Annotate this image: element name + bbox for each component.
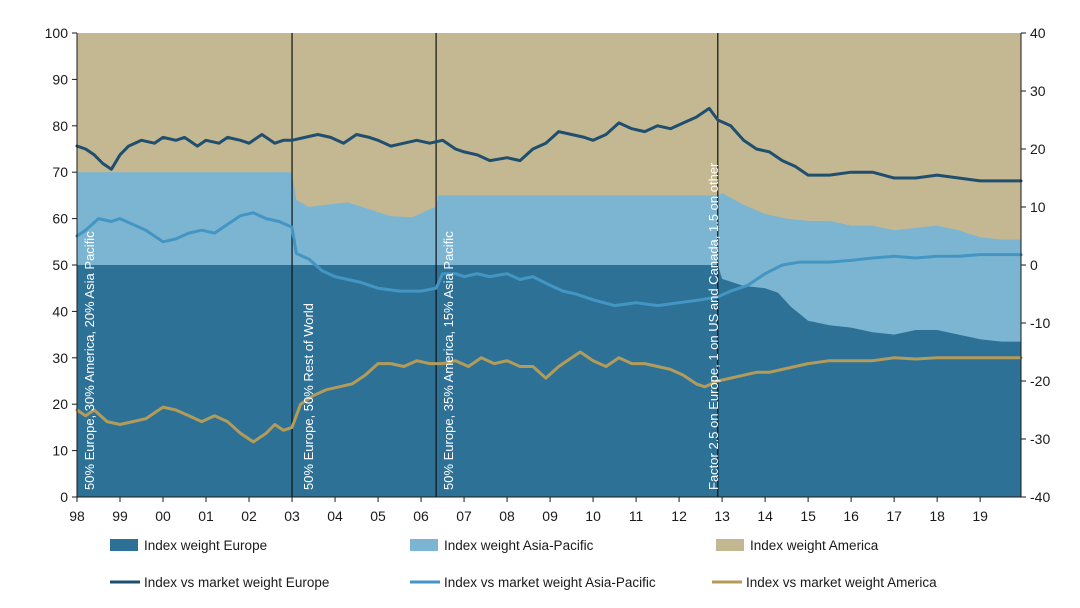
- legend-swatch-america-area: [716, 539, 744, 551]
- y-left-tick-label: 40: [52, 303, 68, 319]
- regime-label-4: Factor 2.5 on Europe, 1 on US and Canada…: [706, 162, 721, 490]
- y-right-tick-label: 10: [1030, 199, 1046, 215]
- y-left-tick-label: 70: [52, 164, 68, 180]
- x-tick-label: 10: [585, 508, 601, 524]
- x-tick-label: 14: [757, 508, 773, 524]
- legend-label-europe-line: Index vs market weight Europe: [144, 575, 329, 590]
- x-tick-label: 13: [714, 508, 730, 524]
- x-tick-label: 06: [413, 508, 429, 524]
- x-tick-label: 09: [542, 508, 558, 524]
- legend-label-asia-area: Index weight Asia-Pacific: [444, 538, 594, 553]
- y-left-tick-label: 90: [52, 71, 68, 87]
- y-right-tick-label: 30: [1030, 83, 1046, 99]
- line-europe: [75, 106, 1023, 183]
- x-tick-label: 00: [155, 508, 171, 524]
- legend: Index weight Europe Index weight Asia-Pa…: [110, 538, 937, 590]
- y-right-tick-label: -40: [1030, 489, 1050, 505]
- x-tick-label: 17: [886, 508, 902, 524]
- legend-label-asia-line: Index vs market weight Asia-Pacific: [444, 575, 656, 590]
- x-tick-label: 03: [284, 508, 300, 524]
- regime-label-3: 50% Europe, 35% America, 15% Asia Pacifi…: [441, 231, 456, 490]
- x-tick-label: 99: [112, 508, 128, 524]
- y-left-tick-label: 10: [52, 443, 68, 459]
- regime-label-1: 50% Europe, 30% America, 20% Asia Pacifi…: [82, 231, 97, 490]
- y-left-tick-label: 0: [60, 489, 68, 505]
- x-tick-label: 01: [198, 508, 214, 524]
- y-left-tick-label: 30: [52, 350, 68, 366]
- x-tick-label: 12: [671, 508, 687, 524]
- x-tick-label: 19: [972, 508, 988, 524]
- area-europe: [77, 265, 1021, 497]
- y-right-tick-label: -20: [1030, 373, 1050, 389]
- y-right-tick-label: -30: [1030, 431, 1050, 447]
- y-left-tick-label: 60: [52, 211, 68, 227]
- x-tick-label: 16: [843, 508, 859, 524]
- x-tick-label: 07: [456, 508, 472, 524]
- legend-swatch-europe-area: [110, 539, 138, 551]
- x-tick-label: 11: [629, 508, 644, 524]
- y-left-tick-label: 100: [45, 25, 69, 41]
- regime-label-2: 50% Europe, 50% Rest of World: [301, 303, 316, 490]
- y-left-tick-label: 20: [52, 396, 68, 412]
- x-tick-label: 15: [800, 508, 816, 524]
- x-tick-label: 04: [327, 508, 343, 524]
- y-right-tick-label: 20: [1030, 141, 1046, 157]
- y-left-tick-label: 50: [52, 257, 68, 273]
- area-series-group: [77, 33, 1021, 497]
- legend-label-america-area: Index weight America: [750, 538, 879, 553]
- x-tick-label: 05: [370, 508, 386, 524]
- y-right-tick-label: 0: [1030, 257, 1038, 273]
- legend-label-europe-area: Index weight Europe: [144, 538, 267, 553]
- line-asia-pacific: [75, 211, 1023, 308]
- y-right-tick-label: 40: [1030, 25, 1046, 41]
- x-tick-label: 02: [241, 508, 257, 524]
- line-series-group: [75, 106, 1023, 444]
- axes-group: 0102030405060708090100-40-30-20-10010203…: [45, 25, 1051, 524]
- y-left-tick-label: 80: [52, 118, 68, 134]
- legend-label-america-line: Index vs market weight America: [746, 575, 937, 590]
- legend-swatch-asia-area: [410, 539, 438, 551]
- y-right-tick-label: -10: [1030, 315, 1050, 331]
- x-tick-label: 18: [929, 508, 945, 524]
- line-america: [75, 350, 1023, 444]
- x-tick-label: 08: [499, 508, 515, 524]
- x-tick-label: 98: [69, 508, 85, 524]
- regime-labels-group: 50% Europe, 30% America, 20% Asia Pacifi…: [82, 162, 721, 490]
- regime-lines-group: [291, 33, 719, 497]
